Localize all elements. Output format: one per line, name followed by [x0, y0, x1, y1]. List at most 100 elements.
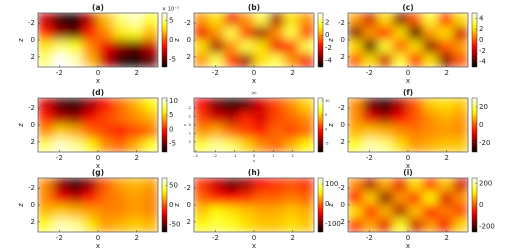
heatmap-field	[194, 13, 314, 67]
heatmap-cell	[238, 178, 255, 192]
heatmap-cell	[283, 26, 300, 41]
heatmap-cell	[238, 39, 255, 54]
heatmap-cell	[223, 178, 240, 192]
colorbar	[317, 12, 324, 68]
heatmap-cell	[238, 204, 255, 219]
colorbar-tick-label: -4	[479, 58, 487, 66]
heatmap-cell	[208, 53, 225, 67]
x-tick-label: 0	[96, 234, 100, 242]
y-tick-label: -2	[28, 184, 35, 192]
heatmap-cell	[142, 138, 158, 152]
heatmap-cell	[377, 124, 394, 139]
heatmap-cell	[283, 53, 300, 67]
heatmap-field	[194, 178, 314, 232]
heatmap-cell	[67, 53, 84, 67]
heatmap-cell	[452, 124, 468, 139]
y-tick-label: 2	[189, 140, 191, 144]
heatmap-cell	[407, 39, 424, 54]
colorbar-tick-label: 0	[169, 201, 173, 209]
colorbar-tick-label: 5	[325, 113, 327, 117]
x-tick-label: 0	[252, 234, 256, 242]
x-tick-label: -2	[213, 154, 217, 158]
heatmap-cell	[97, 53, 114, 67]
panel: (e) -3 -2 -1 0 1 2 -2 -1 0 1 2 x z 10 5 0 -5	[183, 91, 330, 163]
heatmap-cell	[142, 124, 158, 139]
y-tick-label: 0	[31, 36, 35, 44]
heatmap-cell	[283, 111, 300, 126]
heatmap-cell	[437, 53, 454, 67]
heatmap-cell	[194, 111, 210, 126]
heatmap-cell	[97, 204, 114, 219]
heatmap-cell	[268, 191, 285, 206]
heatmap-cell	[112, 13, 129, 27]
x-tick-label: -2	[56, 69, 63, 77]
heatmap-cell	[348, 111, 364, 126]
panel-title: (g)	[92, 168, 104, 177]
heatmap-cell	[348, 53, 364, 67]
colorbar-tick-label: 5	[169, 111, 173, 119]
heatmap-cell	[194, 98, 210, 112]
y-axis-label: z	[183, 124, 187, 126]
heatmap-cell	[392, 178, 409, 192]
heatmap-field	[194, 98, 314, 152]
heatmap-cell	[437, 124, 454, 139]
y-tick-label: 0	[341, 121, 345, 129]
y-tick-label: 2	[341, 218, 345, 226]
y-tick-label: 0	[31, 201, 35, 209]
x-axis-label: x	[406, 77, 410, 85]
heatmap-cell	[142, 98, 158, 112]
colorbar-tick-label: -4	[325, 57, 333, 65]
panel: (g) -2 0 2 -2 0 2 x z 50 0 -50	[17, 168, 180, 250]
heatmap-cell	[208, 218, 225, 232]
heatmap-cell	[82, 138, 99, 152]
heatmap-cell	[112, 178, 129, 192]
colorbar-tick-label: 2	[479, 25, 483, 33]
heatmap-cell	[194, 39, 210, 54]
heatmap-cell	[437, 191, 454, 206]
heatmap-cell	[194, 218, 210, 232]
y-tick-label: -2	[338, 19, 345, 27]
heatmap-cell	[377, 13, 394, 27]
heatmap-cell	[82, 39, 99, 54]
heatmap-cell	[127, 138, 144, 152]
x-tick-label: -2	[212, 69, 219, 77]
y-tick-label: -2	[338, 184, 345, 192]
heatmap-cell	[82, 178, 99, 192]
heatmap-cell	[452, 138, 468, 152]
heatmap-cell	[67, 178, 84, 192]
heatmap-cell	[268, 39, 285, 54]
heatmap-cell	[348, 204, 364, 219]
heatmap-cell	[253, 191, 270, 206]
x-axis-label: x	[406, 162, 410, 170]
x-axis-label: x	[253, 159, 256, 163]
y-tick-label: -2	[184, 184, 191, 192]
heatmap-cell	[298, 26, 314, 41]
heatmap-cell	[377, 53, 394, 67]
heatmap-cell	[392, 39, 409, 54]
heatmap-cell	[377, 191, 394, 206]
heatmap-cell	[422, 39, 439, 54]
x-tick-label: 0	[253, 154, 256, 158]
heatmap-cell	[112, 204, 129, 219]
y-tick-label: 2	[31, 53, 35, 61]
heatmap-cell	[238, 191, 255, 206]
heatmap-cell	[407, 204, 424, 219]
heatmap-cell	[194, 204, 210, 219]
x-tick-label: 0	[406, 154, 410, 162]
heatmap-cell	[253, 111, 270, 126]
heatmap-cell	[208, 191, 225, 206]
heatmap-cell	[38, 53, 54, 67]
heatmap-cell	[392, 138, 409, 152]
heatmap-cell	[67, 13, 84, 27]
heatmap-cell	[437, 26, 454, 41]
heatmap-cell	[437, 218, 454, 232]
heatmap-cell	[127, 111, 144, 126]
heatmap-cell	[362, 111, 379, 126]
colorbar-tick-label: 2	[325, 19, 329, 27]
heatmap	[38, 178, 158, 232]
heatmap-cell	[437, 138, 454, 152]
x-axis-label: x	[96, 242, 100, 250]
y-axis-label: z	[173, 203, 181, 207]
panel-title: (b)	[248, 3, 260, 12]
heatmap-cell	[38, 204, 54, 219]
